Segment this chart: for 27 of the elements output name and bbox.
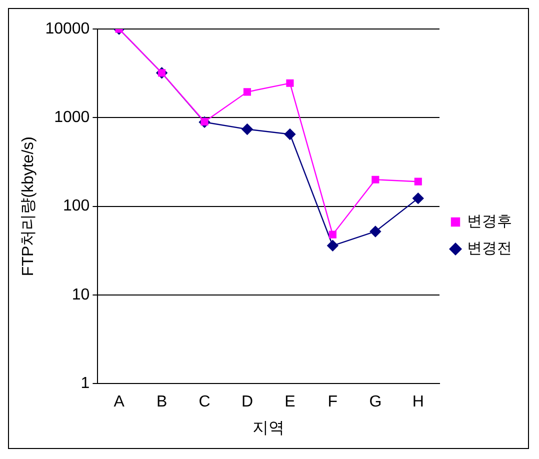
y-tick-label: 1000: [54, 109, 90, 126]
point: [327, 240, 338, 252]
point: [242, 124, 253, 135]
x-tick-label: H: [412, 394, 424, 411]
point: [284, 128, 296, 140]
point: [286, 79, 294, 87]
x-tick-label: F: [328, 394, 338, 411]
x-tick-label: C: [198, 394, 210, 411]
y-tick-label: 1: [80, 375, 90, 392]
point: [328, 230, 336, 238]
y-tick-label: 100: [62, 198, 90, 215]
x-tick-label: E: [284, 394, 296, 411]
legend-label: 변경전: [467, 240, 512, 258]
y-tick-label: 10: [72, 286, 90, 304]
x-tick-label: G: [369, 394, 382, 411]
point: [414, 178, 422, 186]
legend-label: 변경후: [467, 213, 512, 230]
point: [372, 176, 380, 184]
x-axis-title: 지역: [252, 420, 285, 437]
y-tick-label: 10000: [45, 20, 90, 38]
point: [370, 226, 382, 238]
point: [243, 88, 252, 96]
x-tick-label: B: [156, 394, 168, 411]
x-tick-label: D: [241, 394, 254, 411]
y-axis-title: FTP처리량(kbyte/s): [20, 136, 38, 276]
x-tick-label: A: [114, 394, 125, 411]
point: [412, 192, 424, 204]
